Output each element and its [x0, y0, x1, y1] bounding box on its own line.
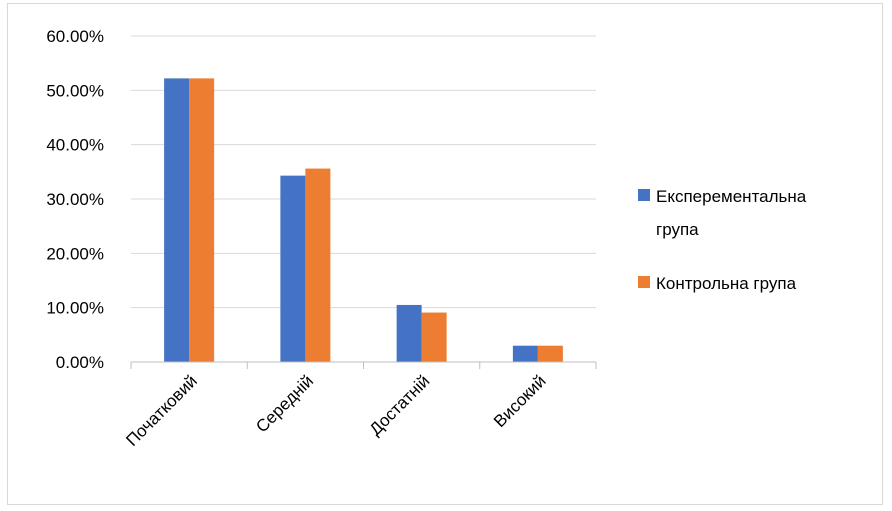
legend-label: група — [656, 220, 699, 239]
bar — [189, 78, 215, 362]
x-tick-label: Високий — [490, 371, 550, 431]
y-tick-label: 30.00% — [46, 190, 104, 209]
legend-label: Експерементальна — [656, 187, 807, 206]
bar — [164, 78, 190, 362]
x-tick-label: Середній — [252, 371, 317, 436]
legend-label: Контрольна група — [656, 274, 797, 293]
y-tick-label: 0.00% — [56, 353, 104, 372]
legend-swatch — [638, 276, 650, 288]
x-axis — [130, 361, 597, 369]
bar — [305, 168, 331, 362]
x-tick-label: Початковий — [122, 371, 201, 450]
legend: Експерементальна група Контрольна група — [638, 187, 807, 293]
bar — [421, 312, 447, 362]
y-tick-label: 40.00% — [46, 136, 104, 155]
bar — [396, 304, 422, 362]
chart-frame — [7, 3, 883, 505]
bar — [512, 345, 538, 362]
bar — [280, 175, 306, 362]
y-tick-label: 10.00% — [46, 299, 104, 318]
y-tick-label: 60.00% — [46, 27, 104, 46]
x-tick-label: Достатній — [366, 371, 434, 439]
bar — [537, 345, 563, 362]
bars — [164, 78, 563, 362]
y-tick-label: 20.00% — [46, 244, 104, 263]
y-tick-labels: 0.00% 10.00% 20.00% 30.00% 40.00% 50.00% 60.00… — [46, 27, 104, 372]
legend-swatch — [638, 189, 650, 201]
x-tick-labels: Початковий Середній Достатній Високий — [122, 371, 549, 450]
y-tick-label: 50.00% — [46, 81, 104, 100]
